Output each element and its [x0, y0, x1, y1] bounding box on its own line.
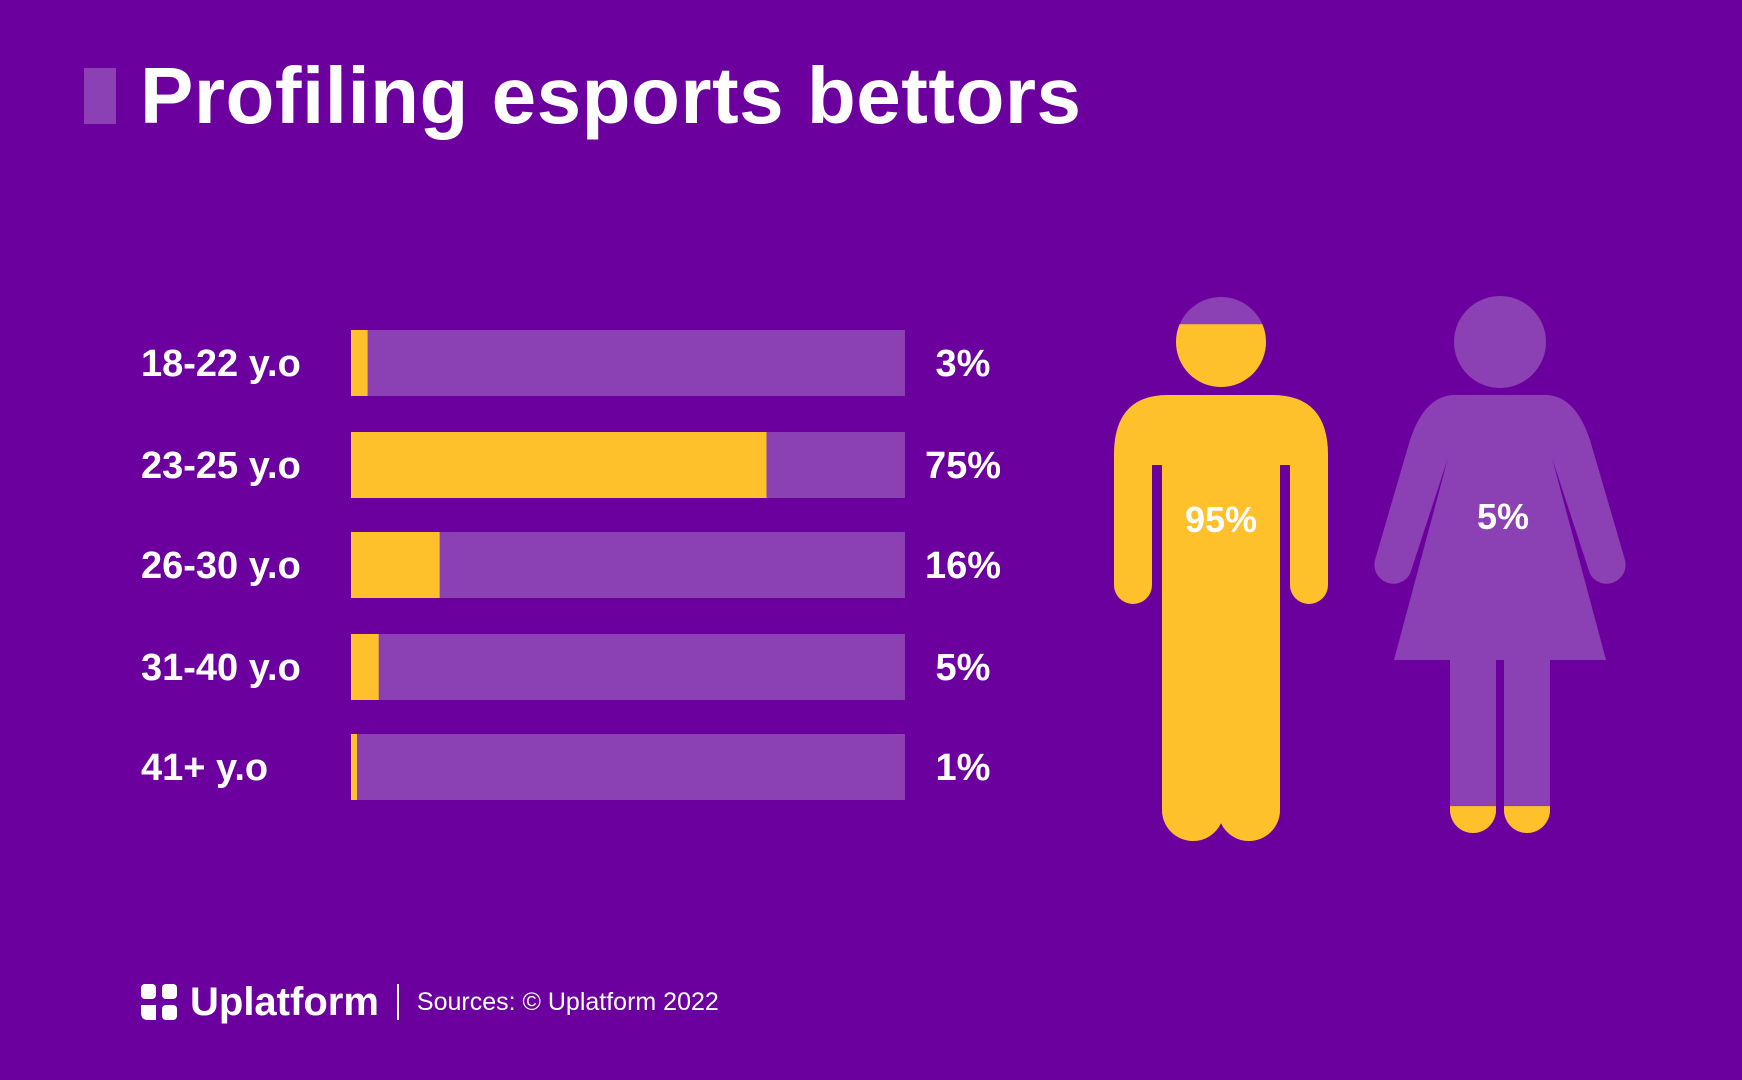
page-title: Profiling esports bettors — [140, 51, 1082, 140]
male-figure-icon: 95% — [1114, 297, 1328, 841]
category-label: 41+ y.o — [141, 747, 268, 789]
bar — [351, 532, 440, 598]
footer-divider — [396, 984, 399, 1020]
footer: Uplatform Sources: © Uplatform 2022 — [140, 978, 719, 1026]
bar — [351, 634, 379, 700]
bar-track — [351, 532, 905, 598]
male-percent-label: 95% — [1185, 499, 1257, 540]
bar-track — [351, 734, 905, 800]
uplatform-logo-icon — [141, 984, 177, 1020]
bar-track — [351, 634, 905, 700]
bar — [351, 734, 357, 800]
bar-track — [351, 330, 905, 396]
bar — [351, 330, 368, 396]
value-label: 3% — [936, 343, 991, 385]
category-label: 31-40 y.o — [141, 647, 301, 689]
bar — [351, 432, 767, 498]
title-accent-bar — [84, 68, 116, 124]
female-figure-icon: 5% — [1374, 296, 1626, 833]
category-label: 18-22 y.o — [141, 343, 301, 385]
category-label: 23-25 y.o — [141, 445, 301, 487]
female-percent-label: 5% — [1477, 496, 1529, 537]
value-label: 5% — [936, 647, 991, 689]
value-label: 75% — [925, 445, 1001, 487]
category-label: 26-30 y.o — [141, 545, 301, 587]
value-label: 16% — [925, 545, 1001, 587]
brand-name: Uplatform — [190, 979, 379, 1024]
source-credit: Sources: © Uplatform 2022 — [416, 987, 719, 1016]
value-label: 1% — [936, 747, 991, 789]
